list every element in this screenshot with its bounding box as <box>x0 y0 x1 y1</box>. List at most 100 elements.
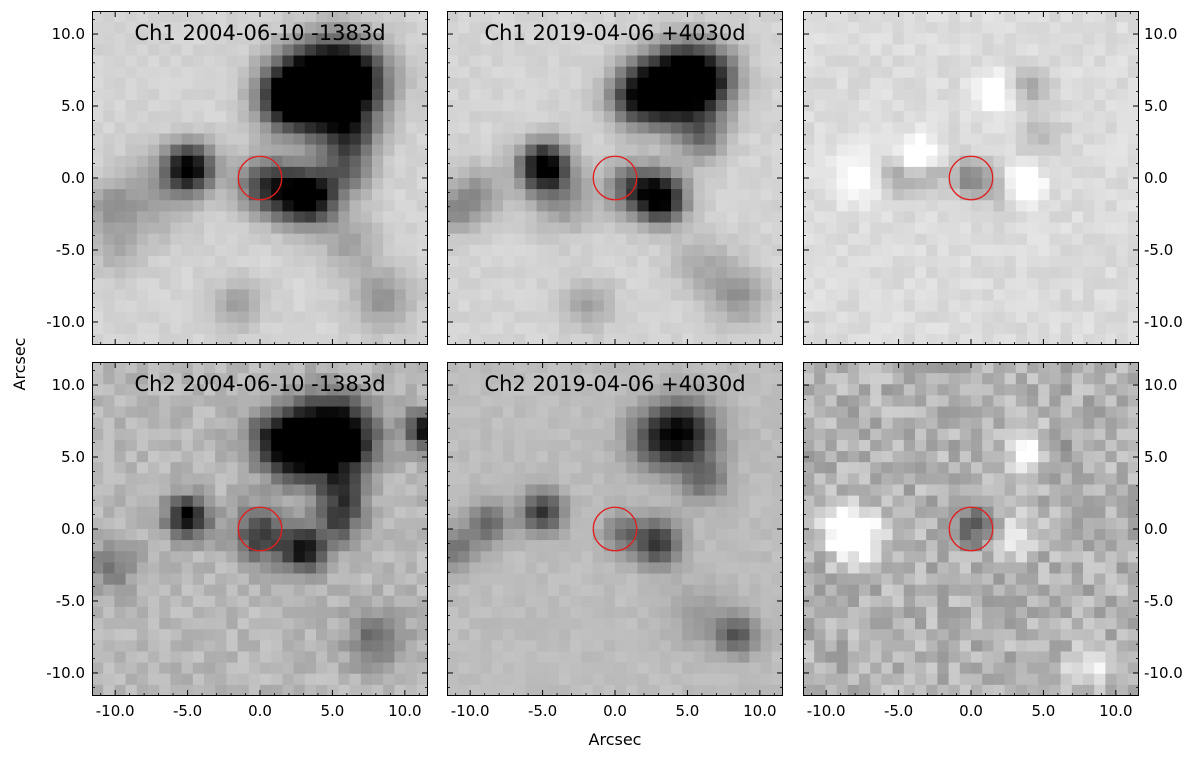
heatmap-pixel <box>192 122 205 135</box>
heatmap-pixel <box>1049 211 1062 224</box>
heatmap-pixel <box>760 222 773 235</box>
heatmap-pixel <box>760 255 773 268</box>
heatmap-pixel <box>192 651 205 664</box>
heatmap-pixel <box>626 451 638 463</box>
heatmap-pixel <box>1004 155 1017 168</box>
heatmap-pixel <box>803 33 815 45</box>
heatmap-pixel <box>447 362 459 374</box>
heatmap-pixel <box>103 333 115 345</box>
heatmap-pixel <box>771 484 783 497</box>
heatmap-pixel <box>148 573 160 586</box>
heatmap-pixel <box>536 77 549 90</box>
heatmap-pixel <box>394 584 407 597</box>
heatmap-pixel <box>491 289 504 302</box>
heatmap-pixel <box>948 155 961 168</box>
heatmap-pixel <box>260 166 272 179</box>
heatmap-pixel <box>349 462 362 474</box>
heatmap-pixel <box>372 77 384 90</box>
heatmap-pixel <box>192 529 205 541</box>
heatmap-pixel <box>170 517 183 530</box>
heatmap-pixel <box>405 584 418 597</box>
heatmap-pixel <box>937 233 950 246</box>
heatmap-pixel <box>693 484 706 497</box>
heatmap-pixel <box>394 222 407 235</box>
heatmap-pixel <box>637 517 650 530</box>
heatmap-pixel <box>704 66 717 79</box>
heatmap-pixel <box>559 417 571 430</box>
heatmap-pixel <box>136 451 149 463</box>
heatmap-pixel <box>881 267 894 279</box>
heatmap-pixel <box>159 11 171 23</box>
heatmap-pixel <box>260 278 272 290</box>
heatmap-pixel <box>204 395 216 408</box>
heatmap-pixel <box>383 362 395 374</box>
heatmap-pixel <box>615 439 627 452</box>
heatmap-pixel <box>581 462 594 474</box>
heatmap-pixel <box>760 384 773 396</box>
heatmap-pixel <box>293 495 306 508</box>
heatmap-pixel <box>1083 222 1095 235</box>
heatmap-pixel <box>271 595 283 608</box>
heatmap-pixel <box>637 111 650 123</box>
heatmap-pixel <box>659 244 672 257</box>
heatmap-pixel <box>648 144 661 157</box>
heatmap-pixel <box>727 662 739 675</box>
heatmap-pixel <box>148 406 160 419</box>
heatmap-pixel <box>480 55 493 68</box>
heatmap-pixel <box>1083 111 1095 123</box>
heatmap-pixel <box>870 333 882 345</box>
heatmap-pixel <box>738 551 750 563</box>
heatmap-pixel <box>92 517 104 530</box>
heatmap-pixel <box>836 278 849 290</box>
heatmap-pixel <box>360 662 373 675</box>
heatmap-pixel <box>226 551 239 563</box>
heatmap-pixel <box>693 362 706 374</box>
heatmap-pixel <box>926 111 938 123</box>
heatmap-pixel <box>316 255 328 268</box>
heatmap-pixel <box>103 506 115 519</box>
heatmap-pixel <box>338 55 351 68</box>
heatmap-pixel <box>671 144 683 157</box>
heatmap-pixel <box>915 267 927 279</box>
heatmap-pixel <box>349 22 362 34</box>
heatmap-pixel <box>327 133 339 146</box>
heatmap-pixel <box>148 55 160 68</box>
heatmap-pixel <box>771 651 783 664</box>
heatmap-pixel <box>814 144 826 157</box>
heatmap-pixel <box>159 222 171 235</box>
heatmap-pixel <box>125 233 138 246</box>
heatmap-pixel <box>1071 144 1084 157</box>
heatmap-pixel <box>1116 233 1129 246</box>
heatmap-pixel <box>1049 278 1062 290</box>
heatmap-pixel <box>749 155 762 168</box>
heatmap-pixel <box>215 333 227 345</box>
heatmap-pixel <box>915 133 927 146</box>
heatmap-pixel <box>447 595 459 608</box>
heatmap-pixel <box>282 311 295 324</box>
heatmap-pixel <box>514 462 526 474</box>
heatmap-pixel <box>536 278 549 290</box>
heatmap-pixel <box>1094 244 1106 257</box>
heatmap-pixel <box>836 267 849 279</box>
heatmap-pixel <box>282 373 295 385</box>
heatmap-pixel <box>293 451 306 463</box>
heatmap-pixel <box>114 278 127 290</box>
heatmap-pixel <box>215 278 227 290</box>
heatmap-pixel <box>704 100 717 112</box>
heatmap-pixel <box>226 595 239 608</box>
heatmap-pixel <box>559 77 571 90</box>
heatmap-pixel <box>282 244 295 257</box>
heatmap-pixel <box>260 640 272 653</box>
heatmap-pixel <box>525 144 538 157</box>
heatmap-pixel <box>192 562 205 575</box>
heatmap-pixel <box>237 66 250 79</box>
heatmap-pixel <box>648 77 661 90</box>
heatmap-pixel <box>1015 244 1028 257</box>
heatmap-pixel <box>682 88 694 101</box>
heatmap-pixel <box>480 289 493 302</box>
heatmap-pixel <box>92 406 104 419</box>
heatmap-pixel <box>603 333 616 345</box>
heatmap-pixel <box>559 311 571 324</box>
heatmap-pixel <box>559 289 571 302</box>
heatmap-pixel <box>915 333 927 345</box>
